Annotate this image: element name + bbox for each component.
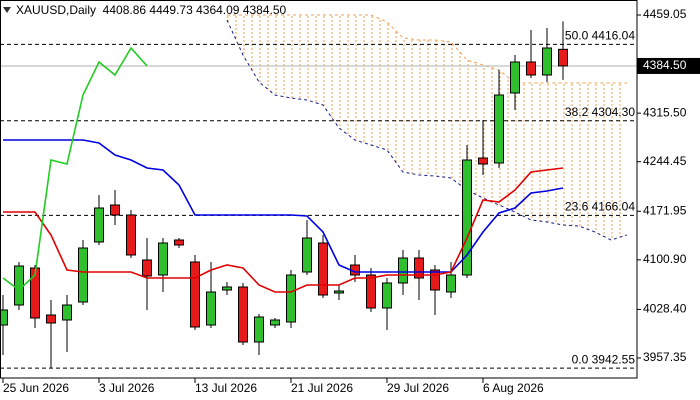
x-tick-label: 3 Jul 2026 xyxy=(99,381,155,395)
cloud-lower xyxy=(226,19,628,241)
chart-title: XAUUSD,Daily 4408.86 4449.73 4364.09 438… xyxy=(16,3,287,17)
candle-body xyxy=(526,61,536,76)
candle-body xyxy=(510,61,520,94)
candle-body xyxy=(302,237,312,273)
fib-label: 38.2 4304.30 xyxy=(565,105,635,119)
candle-body xyxy=(254,316,264,343)
y-tick-label: 4244.45 xyxy=(643,154,687,168)
candle-body xyxy=(46,314,56,324)
cloud-fill xyxy=(227,14,627,241)
candle-body xyxy=(414,257,424,279)
candle-body xyxy=(286,274,296,323)
candle-body xyxy=(462,159,472,276)
candle-body xyxy=(222,286,232,291)
indicator-line xyxy=(3,139,564,273)
candle-body xyxy=(206,291,216,326)
price-tag xyxy=(637,57,700,74)
y-tick-label: 4028.40 xyxy=(643,302,687,316)
candle-body xyxy=(30,267,40,319)
y-tick-label: 3957.35 xyxy=(643,350,687,364)
candle-body xyxy=(142,259,152,277)
price-tag-label: 4384.50 xyxy=(643,58,687,72)
y-tick-label: 4459.05 xyxy=(643,7,687,21)
candle-body xyxy=(382,282,392,309)
y-tick-label: 4100.90 xyxy=(643,252,687,266)
candle-body xyxy=(158,242,168,276)
y-tick-label: 4171.95 xyxy=(643,203,687,217)
indicator-line xyxy=(2,46,148,292)
fib-label: 23.6 4166.04 xyxy=(565,199,635,213)
cloud-upper xyxy=(227,14,627,84)
x-tick-label: 6 Aug 2026 xyxy=(483,381,544,395)
candle-body xyxy=(0,309,8,326)
candle-body xyxy=(190,261,200,328)
x-tick-label: 29 Jul 2026 xyxy=(387,381,449,395)
x-tick-label: 13 Jul 2026 xyxy=(195,381,257,395)
indicator-line xyxy=(3,167,564,293)
candle-body xyxy=(446,274,456,293)
candle-body xyxy=(238,286,248,343)
candle-body xyxy=(318,242,328,296)
candle-body xyxy=(110,204,120,216)
plot-frame xyxy=(0,0,638,379)
x-tick-label: 21 Jul 2026 xyxy=(291,381,353,395)
candle-body xyxy=(126,214,136,256)
candle-body xyxy=(558,48,568,67)
candle-body xyxy=(78,247,88,303)
candle-body xyxy=(430,269,440,291)
y-tick-label: 4315.50 xyxy=(643,105,687,119)
candle-body xyxy=(62,304,72,321)
candle-body xyxy=(270,319,280,326)
candle-body xyxy=(478,157,488,165)
x-tick-label: 25 Jun 2026 xyxy=(3,381,69,395)
candle-body xyxy=(334,290,344,294)
candle-body xyxy=(94,207,104,243)
fib-label: 0.0 3942.55 xyxy=(572,352,636,366)
candle-body xyxy=(494,94,504,164)
fib-label: 50.0 4416.04 xyxy=(565,29,635,43)
candle-body xyxy=(398,257,408,284)
candle-body xyxy=(542,47,552,76)
candle-body xyxy=(14,265,24,306)
symbol-icon xyxy=(3,7,11,13)
candle-body xyxy=(174,239,184,246)
candle-body xyxy=(366,274,376,309)
